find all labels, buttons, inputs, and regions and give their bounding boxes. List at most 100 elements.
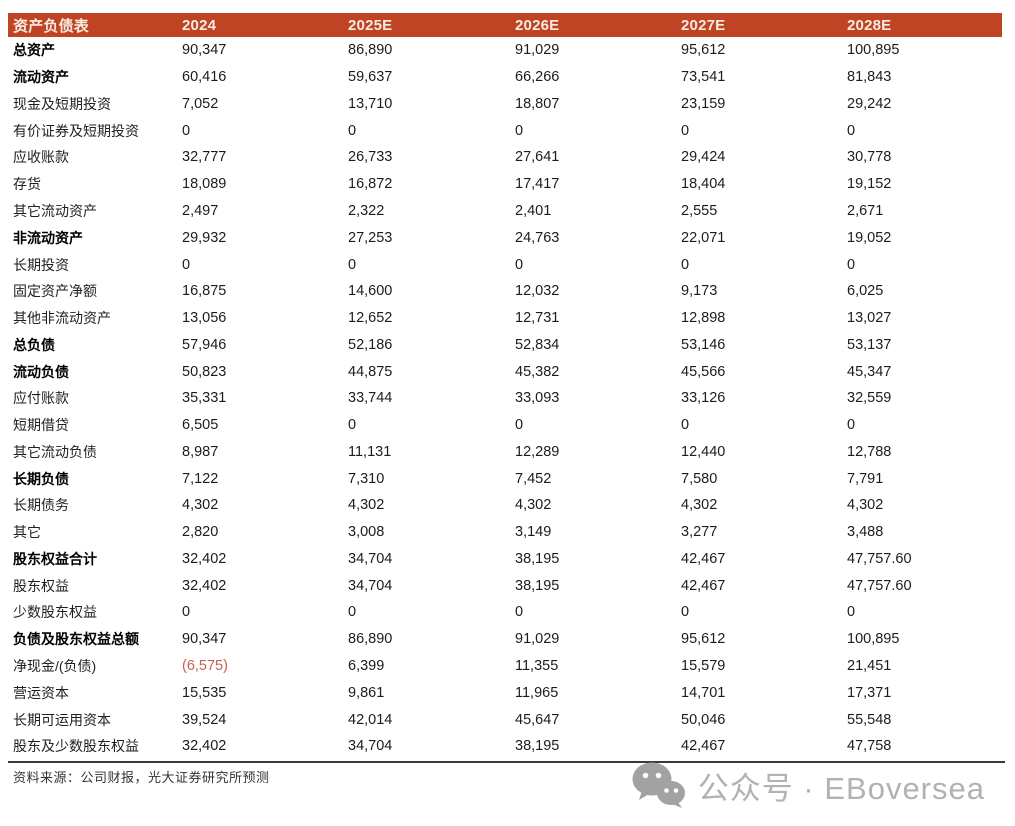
- balance-sheet-table: 资产负债表 2024 2025E 2026E 2027E 2028E 总资产 90,347…: [8, 13, 1002, 760]
- cell-2025E: 34,704: [348, 577, 393, 594]
- cell-2028E: 47,757.60: [847, 577, 912, 594]
- cell-2028E: 3,488: [847, 524, 884, 541]
- table-row: 总负债 57,946 52,186 52,834 53,146 53,137: [8, 331, 1002, 359]
- cell-2024: 90,347: [182, 631, 227, 648]
- table-row: 长期投资 0 0 0 0 0: [8, 251, 1002, 278]
- cell-2025E: 0: [348, 604, 357, 621]
- cell-2026E: 66,266: [515, 69, 560, 86]
- watermark: 公众号 · EBoversea: [632, 762, 985, 808]
- cell-2025E: 3,008: [348, 524, 385, 541]
- cell-2028E: 6,025: [847, 283, 884, 300]
- cell-2025E: 14,600: [348, 283, 393, 300]
- cell-2027E: 22,071: [681, 229, 726, 246]
- table-row: 流动资产 60,416 59,637 66,266 73,541 81,843: [8, 63, 1002, 91]
- cell-2027E: 9,173: [681, 283, 718, 300]
- cell-2028E: 19,152: [847, 176, 892, 193]
- cell-2025E: 34,704: [348, 738, 393, 755]
- table-row: 其它流动资产 2,497 2,322 2,401 2,555 2,671: [8, 197, 1002, 225]
- cell-2028E: 81,843: [847, 69, 892, 86]
- cell-2024: 60,416: [182, 69, 227, 86]
- cell-2027E: 7,580: [681, 470, 718, 487]
- table-row: 负债及股东权益总额 90,347 86,890 91,029 95,612 100,895: [8, 625, 1002, 653]
- cell-2027E: 12,440: [681, 443, 726, 460]
- cell-2028E: 13,027: [847, 310, 892, 327]
- row-label: 长期可运用资本: [13, 711, 111, 728]
- cell-2027E: 33,126: [681, 390, 726, 407]
- cell-2026E: 2,401: [515, 202, 552, 219]
- cell-2024: 90,347: [182, 42, 227, 59]
- cell-2026E: 27,641: [515, 149, 560, 166]
- cell-2028E: 2,671: [847, 202, 884, 219]
- row-label: 存货: [13, 176, 41, 193]
- cell-2024: 0: [182, 122, 191, 139]
- cell-2024: 35,331: [182, 390, 227, 407]
- cell-2027E: 42,467: [681, 550, 726, 567]
- cell-2028E: 0: [847, 122, 856, 139]
- table-row: 应付账款 35,331 33,744 33,093 33,126 32,559: [8, 384, 1002, 412]
- table-row: 存货 18,089 16,872 17,417 18,404 19,152: [8, 170, 1002, 198]
- table-row: 总资产 90,347 86,890 91,029 95,612 100,895: [8, 37, 1002, 64]
- cell-2027E: 23,159: [681, 95, 726, 112]
- row-label: 应收账款: [13, 149, 69, 166]
- cell-2025E: 52,186: [348, 336, 393, 353]
- column-header-2024: 2024: [182, 16, 217, 34]
- cell-2027E: 0: [681, 122, 690, 139]
- watermark-text: 公众号 · EBoversea: [697, 770, 985, 806]
- cell-2026E: 0: [515, 417, 524, 434]
- cell-2028E: 0: [847, 417, 856, 434]
- cell-2028E: 100,895: [847, 42, 900, 59]
- cell-2028E: 19,052: [847, 229, 892, 246]
- cell-2028E: 45,347: [847, 363, 892, 380]
- cell-2026E: 18,807: [515, 95, 560, 112]
- cell-2024: 18,089: [182, 176, 227, 193]
- row-label: 负债及股东权益总额: [13, 631, 139, 648]
- cell-2025E: 7,310: [348, 470, 385, 487]
- table-row: 有价证券及短期投资 0 0 0 0 0: [8, 117, 1002, 145]
- cell-2024: 32,402: [182, 738, 227, 755]
- row-label: 有价证券及短期投资: [13, 122, 139, 139]
- table-row: 净现金/(负债) (6,575) 6,399 11,355 15,579 21,451: [8, 652, 1002, 680]
- cell-2028E: 47,758: [847, 738, 892, 755]
- row-label: 应付账款: [13, 390, 69, 407]
- row-label: 净现金/(负债): [13, 657, 97, 674]
- cell-2027E: 14,701: [681, 684, 726, 701]
- row-label: 股东及少数股东权益: [13, 738, 139, 755]
- cell-2026E: 7,452: [515, 470, 552, 487]
- cell-2025E: 0: [348, 417, 357, 434]
- table-row: 长期债务 4,302 4,302 4,302 4,302 4,302: [8, 492, 1002, 519]
- cell-2027E: 95,612: [681, 631, 726, 648]
- cell-2025E: 27,253: [348, 229, 393, 246]
- row-label: 其它流动负债: [13, 443, 97, 460]
- cell-2027E: 95,612: [681, 42, 726, 59]
- row-label: 其它流动资产: [13, 202, 97, 219]
- cell-2026E: 38,195: [515, 577, 560, 594]
- cell-2028E: 17,371: [847, 684, 892, 701]
- cell-2027E: 0: [681, 604, 690, 621]
- cell-2027E: 3,277: [681, 524, 718, 541]
- cell-2025E: 6,399: [348, 657, 385, 674]
- cell-2027E: 0: [681, 256, 690, 273]
- cell-2026E: 33,093: [515, 390, 560, 407]
- cell-2026E: 91,029: [515, 42, 560, 59]
- cell-2027E: 50,046: [681, 711, 726, 728]
- column-header-2026E: 2026E: [515, 16, 560, 34]
- row-label: 非流动资产: [13, 229, 83, 246]
- cell-2025E: 11,131: [348, 443, 392, 460]
- cell-2028E: 0: [847, 256, 856, 273]
- cell-2025E: 4,302: [348, 497, 385, 514]
- cell-2028E: 47,757.60: [847, 550, 912, 567]
- cell-2026E: 12,289: [515, 443, 560, 460]
- table-row: 股东及少数股东权益 32,402 34,704 38,195 42,467 47,758: [8, 732, 1002, 760]
- cell-2026E: 12,032: [515, 283, 560, 300]
- cell-2026E: 45,647: [515, 711, 560, 728]
- table-body: 总资产 90,347 86,890 91,029 95,612 100,895 流动资产 60…: [8, 37, 1002, 760]
- table-row: 长期可运用资本 39,524 42,014 45,647 50,046 55,548: [8, 706, 1002, 733]
- cell-2025E: 0: [348, 256, 357, 273]
- row-label: 总负债: [13, 336, 55, 353]
- cell-2026E: 38,195: [515, 738, 560, 755]
- row-label: 短期借贷: [13, 417, 69, 434]
- cell-2026E: 3,149: [515, 524, 552, 541]
- cell-2024: 15,535: [182, 684, 227, 701]
- table-row: 流动负债 50,823 44,875 45,382 45,566 45,347: [8, 358, 1002, 385]
- cell-2027E: 73,541: [681, 69, 726, 86]
